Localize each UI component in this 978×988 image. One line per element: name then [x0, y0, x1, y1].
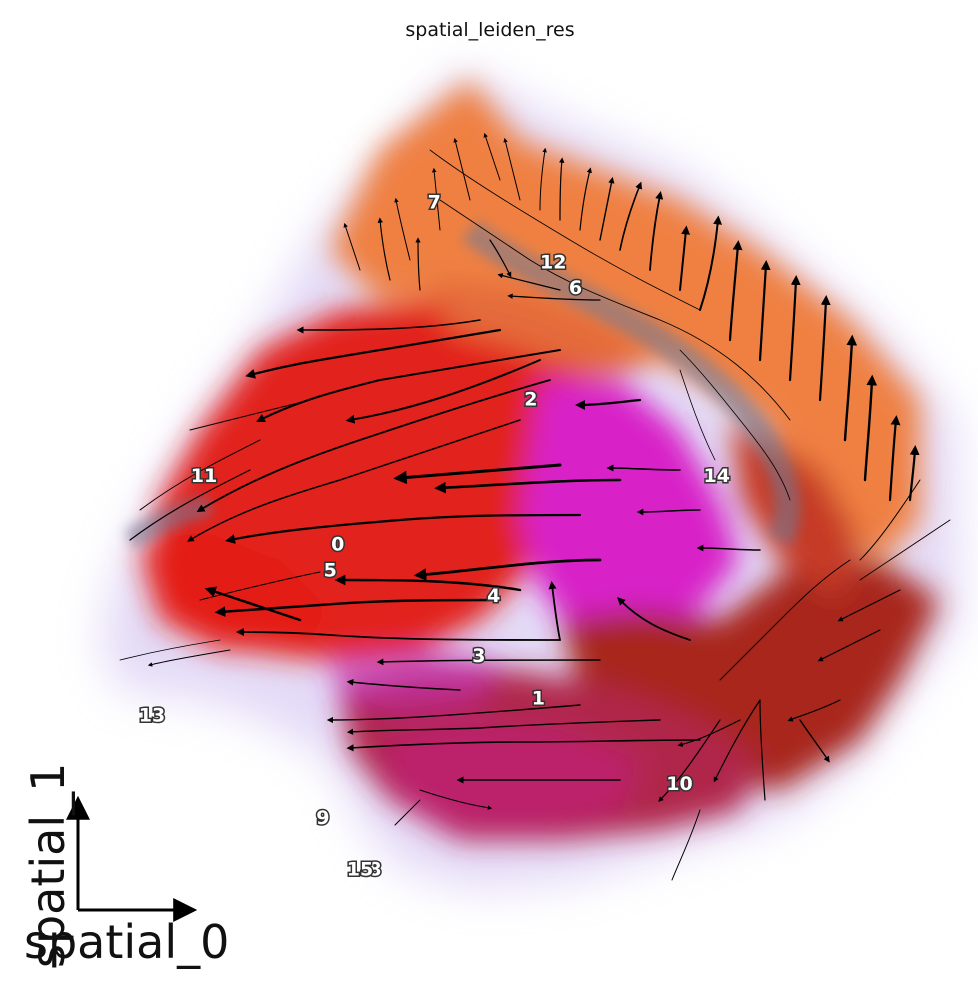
cluster-label-9: 9 [316, 807, 329, 829]
x-axis-label: spatial_0 [24, 915, 229, 969]
cluster-label-10: 10 [666, 773, 692, 795]
y-axis-label: spatial_1 [21, 763, 75, 968]
cluster-label-0: 0 [331, 534, 344, 556]
axes-indicator: spatial_0 spatial_1 [21, 763, 229, 969]
cluster-label-8: 8 [368, 859, 381, 881]
cluster-label-5: 5 [324, 559, 337, 581]
cluster-label-4: 4 [487, 585, 500, 607]
cluster-label-12: 12 [540, 251, 566, 273]
cluster-label-14: 14 [703, 465, 729, 487]
tissue-regions [100, 70, 960, 890]
cluster-label-11: 11 [191, 465, 217, 487]
cluster-label-7: 7 [428, 192, 441, 214]
color-regions [140, 80, 940, 840]
cluster-label-1: 1 [532, 688, 545, 710]
chart-title: spatial_leiden_res [405, 19, 574, 41]
cluster-label-2: 2 [524, 388, 537, 410]
cluster-label-6: 6 [569, 277, 582, 299]
cluster-label-15: 15 [347, 859, 373, 881]
cluster-label-3: 3 [472, 645, 485, 667]
cluster-label-13: 13 [139, 705, 165, 727]
velocity-streamlines [119, 132, 951, 881]
